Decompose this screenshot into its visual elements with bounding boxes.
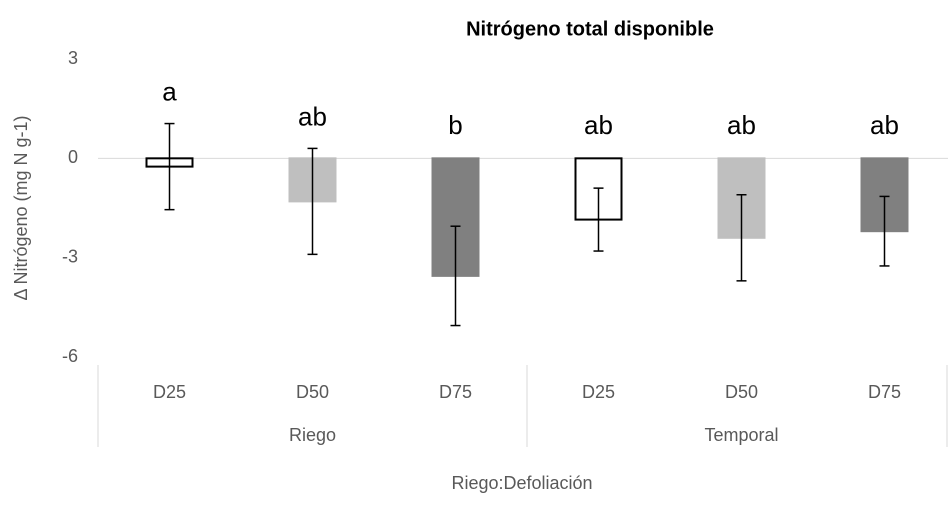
- annotation: b: [448, 110, 462, 140]
- annotation: ab: [298, 101, 327, 131]
- y-tick-label: 0: [68, 147, 78, 167]
- annotation: ab: [727, 110, 756, 140]
- group-label: Temporal: [704, 425, 778, 445]
- annotation: ab: [584, 110, 613, 140]
- group-label: Riego: [289, 425, 336, 445]
- annotation: a: [162, 76, 177, 106]
- annotation: ab: [870, 110, 899, 140]
- x-tick-label: D50: [725, 382, 758, 402]
- x-axis-title: Riego:Defoliación: [451, 473, 592, 493]
- y-tick-label: -6: [62, 346, 78, 366]
- chart-title: Nitrógeno total disponible: [466, 18, 714, 40]
- y-axis-title: Δ Nitrógeno (mg N g-1): [11, 115, 31, 300]
- x-tick-label: D50: [296, 382, 329, 402]
- y-tick-label: 3: [68, 48, 78, 68]
- y-tick-label: -3: [62, 246, 78, 266]
- x-tick-label: D25: [582, 382, 615, 402]
- x-tick-label: D25: [153, 382, 186, 402]
- x-tick-label: D75: [868, 382, 901, 402]
- x-tick-label: D75: [439, 382, 472, 402]
